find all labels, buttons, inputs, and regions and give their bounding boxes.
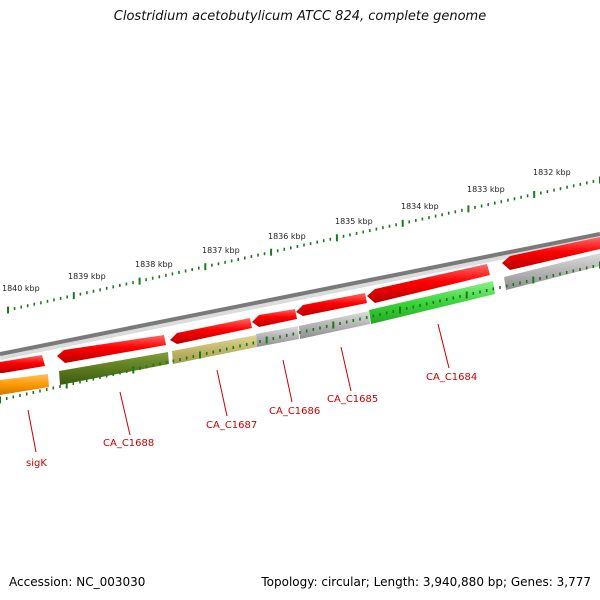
cds-arrow[interactable] — [367, 264, 490, 303]
genome-stats-text: Topology: circular; Length: 3,940,880 bp… — [261, 575, 591, 589]
gene-label-CA_C1686[interactable]: CA_C1686 — [269, 406, 320, 417]
backbone — [0, 232, 600, 356]
cds-arrow[interactable] — [57, 335, 166, 363]
CA_C1685-block[interactable] — [299, 311, 370, 339]
map-title: Clostridium acetobutylicum ATCC 824, com… — [113, 9, 487, 24]
tick-label: 1837 kbp — [202, 246, 240, 255]
tick-label: 1835 kbp — [335, 217, 373, 226]
inner-tick-track — [0, 261, 600, 404]
tick-label: 1833 kbp — [467, 185, 505, 194]
cds-arrow[interactable] — [296, 293, 367, 316]
gene-label-sigK[interactable]: sigK — [26, 458, 47, 469]
backbone-shadow — [0, 234, 600, 360]
tick-label: 1834 kbp — [401, 202, 439, 211]
leader-line — [27, 409, 37, 453]
cds-arrow[interactable] — [252, 309, 297, 327]
gene-leaders — [27, 323, 450, 453]
sigK-block[interactable] — [0, 374, 49, 395]
gene-label-CA_C1685[interactable]: CA_C1685 — [327, 394, 378, 405]
cds-arrow[interactable] — [170, 318, 252, 344]
tick-label: 1832 kbp — [533, 168, 571, 177]
leader-line — [119, 391, 131, 436]
leader-line — [340, 346, 352, 392]
tick-label: 1840 kbp — [2, 284, 40, 293]
tick-label: 1838 kbp — [135, 260, 173, 269]
outer-tick-track — [7, 176, 600, 314]
CA_C1688-block[interactable] — [59, 352, 169, 385]
gene-label-CA_C1687[interactable]: CA_C1687 — [206, 420, 257, 431]
leader-line — [282, 359, 293, 403]
gene-label-CA_C1688[interactable]: CA_C1688 — [103, 438, 154, 449]
tick-labels: 1840 kbp 1839 kbp 1838 kbp 1837 kbp 1836… — [2, 168, 571, 293]
leader-line — [437, 323, 450, 369]
cds-forward-lane — [0, 237, 600, 373]
accession-text: Accession: NC_003030 — [9, 575, 146, 589]
leader-line — [216, 369, 228, 417]
tick-label: 1839 kbp — [68, 272, 106, 281]
cds-arrow[interactable] — [502, 237, 600, 270]
cds-arrow[interactable] — [0, 355, 45, 373]
gene-label-CA_C1684[interactable]: CA_C1684 — [426, 372, 477, 383]
CA_C1686-block[interactable] — [256, 326, 299, 347]
cds-grey-block[interactable] — [504, 253, 600, 290]
tick-label: 1836 kbp — [268, 232, 306, 241]
gene-labels: sigK CA_C1688 CA_C1687 CA_C1686 CA_C1685… — [26, 372, 477, 469]
